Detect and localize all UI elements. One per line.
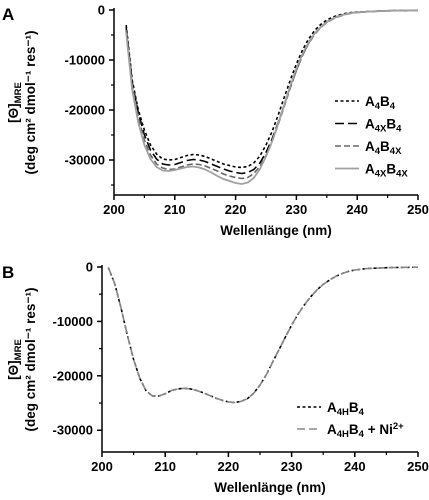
y-axis-title-units: (deg cm² dmol⁻¹ res⁻¹) xyxy=(23,30,38,174)
x-tick-label: 230 xyxy=(281,459,303,474)
series-line-4 xyxy=(125,9,419,185)
x-tick-label: 210 xyxy=(164,202,186,217)
y-tick-label: -20000 xyxy=(65,103,105,118)
legend-label-4: A4XB4X xyxy=(365,162,408,180)
panel-label: B xyxy=(2,263,14,282)
series-line-1 xyxy=(107,266,419,404)
x-axis-title: Wellenlänge (nm) xyxy=(214,480,326,495)
panel-a: A 200 210 220 230 240 250 0 -10000 -20000 -30000 We… xyxy=(2,3,429,239)
x-tick-label: 250 xyxy=(407,202,429,217)
panel-b: B 200 210 220 230 240 250 0 -10000 -20000 -30000 We… xyxy=(2,260,429,496)
y-tick-label: -30000 xyxy=(53,423,93,438)
series-line-1 xyxy=(125,9,419,169)
x-tick-label: 240 xyxy=(346,202,368,217)
legend: A4HB4 A4HB4 + Ni2+ xyxy=(297,400,404,440)
y-axis-title-units: (deg cm² dmol⁻¹ res⁻¹) xyxy=(23,287,38,431)
legend: A4B4 A4XB4 A4B4X A4XB4X xyxy=(335,94,408,180)
x-tick-label: 200 xyxy=(103,202,125,217)
legend-label-1: A4B4 xyxy=(365,94,396,112)
legend-label-2: A4XB4 xyxy=(365,117,402,135)
panel-label: A xyxy=(2,5,14,24)
x-tick-label: 220 xyxy=(218,459,240,474)
x-tick-label: 200 xyxy=(91,459,113,474)
x-tick-label: 240 xyxy=(344,459,366,474)
y-axis-title-symbol: [Θ]MRE xyxy=(6,82,24,123)
y-tick-label: -20000 xyxy=(53,368,93,383)
x-axis-title: Wellenlänge (nm) xyxy=(220,223,332,238)
legend-label-1: A4HB4 xyxy=(327,400,365,418)
y-tick-label: 0 xyxy=(98,3,105,18)
y-tick-label: -10000 xyxy=(65,53,105,68)
x-tick-label: 230 xyxy=(286,202,308,217)
y-tick-label: -10000 xyxy=(53,314,93,329)
y-tick-label: -30000 xyxy=(65,153,105,168)
series-line-2 xyxy=(107,266,419,404)
y-tick-label: 0 xyxy=(86,260,93,275)
x-tick-label: 250 xyxy=(407,459,429,474)
x-tick-label: 210 xyxy=(154,459,176,474)
legend-label-3: A4B4X xyxy=(365,139,402,157)
y-axis-title-symbol: [Θ]MRE xyxy=(6,339,24,380)
x-tick-label: 220 xyxy=(225,202,247,217)
legend-label-2: A4HB4 + Ni2+ xyxy=(327,421,404,440)
